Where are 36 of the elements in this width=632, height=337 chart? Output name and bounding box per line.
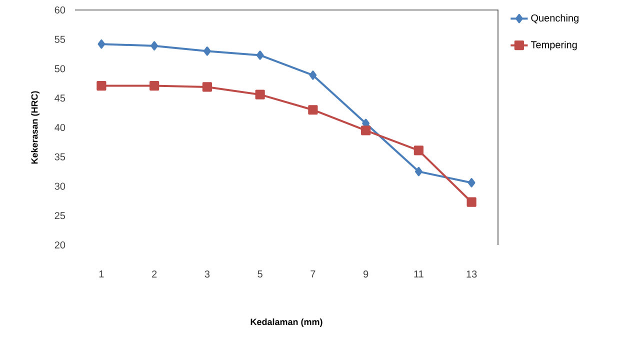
point [256, 50, 264, 60]
point [361, 126, 371, 136]
point [150, 80, 160, 91]
point [468, 178, 476, 188]
x-tick-label: 5 [258, 270, 262, 278]
point [202, 82, 212, 92]
x-tick-label: 3 [204, 270, 210, 278]
y-tick-label: 60 [54, 6, 66, 14]
point [96, 80, 106, 91]
y-tick-label: 40 [54, 124, 66, 132]
point [414, 146, 424, 156]
y-tick-label: 30 [54, 182, 66, 190]
point [466, 197, 476, 207]
y-tick-label: 55 [54, 36, 66, 43]
x-tick-label: 2 [152, 270, 157, 278]
y-tick-label: 50 [54, 65, 66, 72]
x-tick-label: 1 [99, 270, 104, 278]
x-tick-label: 13 [466, 270, 477, 278]
legend-label: Tempering [530, 40, 577, 50]
point [308, 105, 318, 115]
x-tick-label: 11 [414, 270, 424, 278]
y-tick-label: 45 [54, 94, 66, 102]
point [98, 39, 106, 49]
point [309, 70, 317, 80]
y-tick-label: 25 [54, 212, 66, 220]
y-tick-label: 35 [54, 153, 66, 160]
x-tick-label: 7 [310, 270, 316, 278]
x-axis-title: Kedalaman (mm) [250, 318, 322, 327]
y-axis-title: Kekerasan (HRC) [31, 91, 40, 164]
y-tick-label: 20 [54, 241, 66, 249]
legend-label: Quenching [531, 14, 578, 24]
x-tick-label: 9 [364, 270, 368, 278]
point [150, 41, 158, 50]
point [414, 166, 422, 176]
point [203, 46, 211, 56]
point [255, 90, 265, 100]
